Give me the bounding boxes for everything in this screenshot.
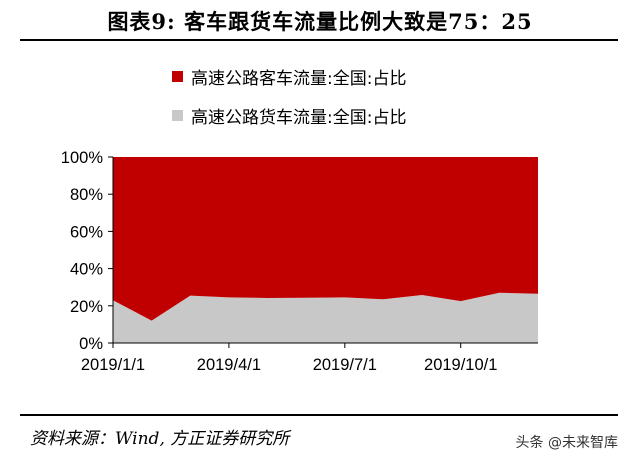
- x-tick-label: 2019/10/1: [424, 356, 497, 374]
- y-tick-label: 0%: [79, 335, 103, 353]
- title-divider: [20, 39, 618, 41]
- x-tick-label: 2019/7/1: [313, 356, 377, 374]
- y-tick-label: 60%: [70, 223, 103, 241]
- legend-label-freight: 高速公路货车流量:全国:占比: [191, 108, 407, 128]
- legend-item-freight: 高速公路货车流量:全国:占比: [172, 103, 406, 128]
- y-tick-label: 80%: [70, 186, 103, 204]
- x-tick-label: 2019/4/1: [197, 356, 261, 374]
- chart-title: 图表9: 客车跟货车流量比例大致是75：25: [107, 9, 533, 34]
- y-tick-label: 100%: [61, 149, 104, 167]
- y-tick-label: 20%: [70, 298, 103, 316]
- y-tick-label: 40%: [70, 261, 103, 279]
- legend-swatch-freight: [172, 110, 183, 121]
- watermark: 头条 @未来智库: [515, 435, 618, 451]
- footer-divider: [20, 414, 618, 416]
- legend-swatch-passenger: [172, 71, 183, 82]
- x-tick-label: 2019/1/1: [81, 356, 145, 374]
- source-note: 资料来源：Wind, 方正证券研究所: [30, 429, 290, 449]
- legend-item-passenger: 高速公路客车流量:全国:占比: [172, 64, 406, 89]
- legend-label-passenger: 高速公路客车流量:全国:占比: [191, 69, 407, 89]
- area-series-0: [113, 292, 538, 343]
- area-series-1: [113, 157, 538, 321]
